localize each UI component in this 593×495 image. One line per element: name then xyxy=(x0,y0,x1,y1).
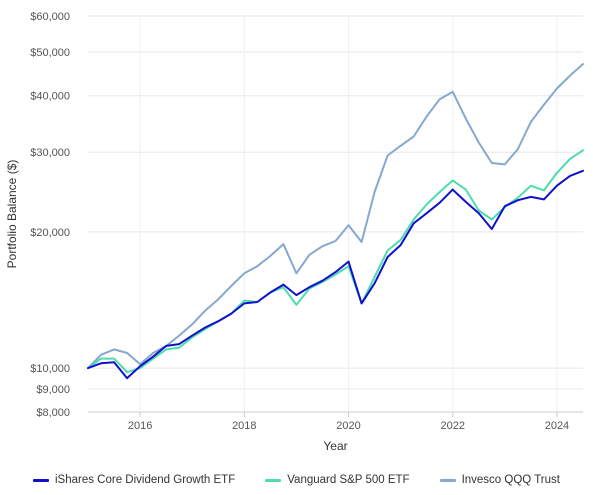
x-tick-label: 2024 xyxy=(545,420,569,432)
x-tick-label: 2018 xyxy=(232,420,256,432)
legend-swatch-invesco xyxy=(439,478,456,482)
y-tick-label: $60,000 xyxy=(30,11,70,23)
legend-swatch-vanguard xyxy=(265,478,282,482)
series-lines xyxy=(87,63,584,380)
legend-item-ishares[interactable]: iShares Core Dividend Growth ETF xyxy=(33,474,235,486)
legend: iShares Core Dividend Growth ETF Vanguar… xyxy=(0,470,593,490)
x-axis-ticks: 2016 2018 2020 2022 2024 xyxy=(128,412,569,432)
series-line-ishares[interactable] xyxy=(87,169,584,380)
legend-item-invesco[interactable]: Invesco QQQ Trust xyxy=(439,474,560,486)
series-line-invesco[interactable] xyxy=(87,63,584,370)
y-tick-label: $10,000 xyxy=(30,363,70,375)
y-tick-label: $8,000 xyxy=(36,407,70,419)
y-tick-label: $50,000 xyxy=(30,47,70,59)
legend-label-ishares: iShares Core Dividend Growth ETF xyxy=(55,474,236,486)
x-tick-label: 2016 xyxy=(128,420,152,432)
y-tick-label: $9,000 xyxy=(36,384,70,396)
x-axis-title: Year xyxy=(323,439,347,453)
legend-label-vanguard: Vanguard S&P 500 ETF xyxy=(287,474,410,486)
y-axis-title: Portfolio Balance ($) xyxy=(5,160,19,269)
y-axis-ticks: $8,000 $9,000 $10,000 $20,000 $30,000 $40,000… xyxy=(30,11,70,419)
y-tick-label: $40,000 xyxy=(30,91,70,103)
line-chart: $8,000 $9,000 $10,000 $20,000 $30,000 $40,000… xyxy=(5,11,584,453)
legend-label-invesco: Invesco QQQ Trust xyxy=(461,474,560,486)
x-tick-label: 2022 xyxy=(440,420,464,432)
x-tick-label: 2020 xyxy=(336,420,360,432)
y-tick-label: $20,000 xyxy=(30,227,70,239)
series-line-vanguard[interactable] xyxy=(87,149,584,374)
legend-swatch-ishares xyxy=(33,478,49,482)
y-tick-label: $30,000 xyxy=(30,147,70,159)
grid-lines xyxy=(88,15,583,413)
legend-item-vanguard[interactable]: Vanguard S&P 500 ETF xyxy=(265,474,410,486)
